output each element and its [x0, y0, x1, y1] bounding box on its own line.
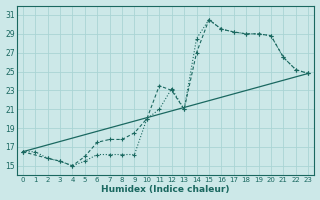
X-axis label: Humidex (Indice chaleur): Humidex (Indice chaleur)	[101, 185, 230, 194]
